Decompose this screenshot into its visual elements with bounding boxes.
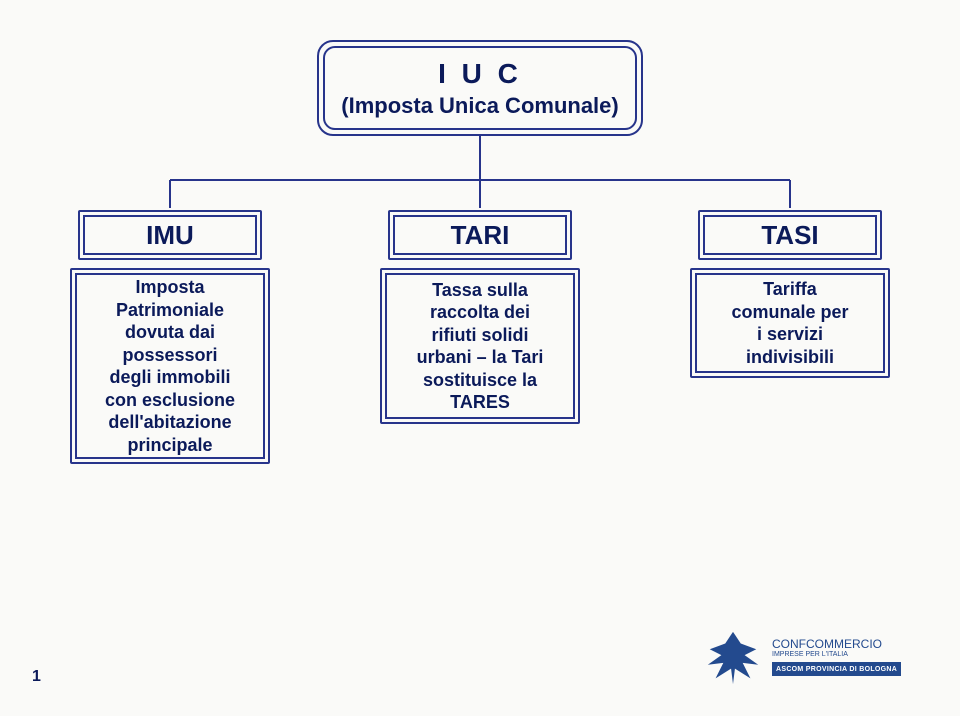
column-head: TASI [698,210,882,260]
column-desc-inner: Tariffa comunale per i servizi indivisib… [695,273,885,373]
root-box-inner: I U C (Imposta Unica Comunale) [323,46,637,130]
column-head-label: TARI [451,220,510,251]
column-head-inner: TARI [393,215,567,255]
column-head-label: IMU [146,220,194,251]
root-title: I U C [438,56,522,92]
column-desc-inner: Tassa sulla raccolta dei rifiuti solidi … [385,273,575,419]
column-head-inner: TASI [703,215,877,255]
root-box: I U C (Imposta Unica Comunale) [317,40,643,136]
column-head-label: TASI [761,220,818,251]
column-desc: Tassa sulla raccolta dei rifiuti solidi … [380,268,580,424]
column-desc: Tariffa comunale per i servizi indivisib… [690,268,890,378]
column-desc-text: Tariffa comunale per i servizi indivisib… [731,278,848,368]
slide: I U C (Imposta Unica Comunale) IMU Impost… [0,0,960,716]
logo-text: CONFCOMMERCIO IMPRESE PER L'ITALIA ASCOM… [772,638,901,677]
logo-line1: CONFCOMMERCIO [772,638,901,651]
column-desc: Imposta Patrimoniale dovuta dai possesso… [70,268,270,464]
column-head-inner: IMU [83,215,257,255]
logo-bar: ASCOM PROVINCIA DI BOLOGNA [772,662,901,676]
column-desc-inner: Imposta Patrimoniale dovuta dai possesso… [75,273,265,459]
column-desc-text: Tassa sulla raccolta dei rifiuti solidi … [417,279,544,414]
column-head: TARI [388,210,572,260]
logo-line2: IMPRESE PER L'ITALIA [772,651,901,659]
root-subtitle: (Imposta Unica Comunale) [341,92,618,121]
logo: CONFCOMMERCIO IMPRESE PER L'ITALIA ASCOM… [702,618,932,696]
column-head: IMU [78,210,262,260]
column-desc-text: Imposta Patrimoniale dovuta dai possesso… [105,276,235,456]
page-number: 1 [32,668,41,686]
logo-eagle-icon [702,626,764,688]
